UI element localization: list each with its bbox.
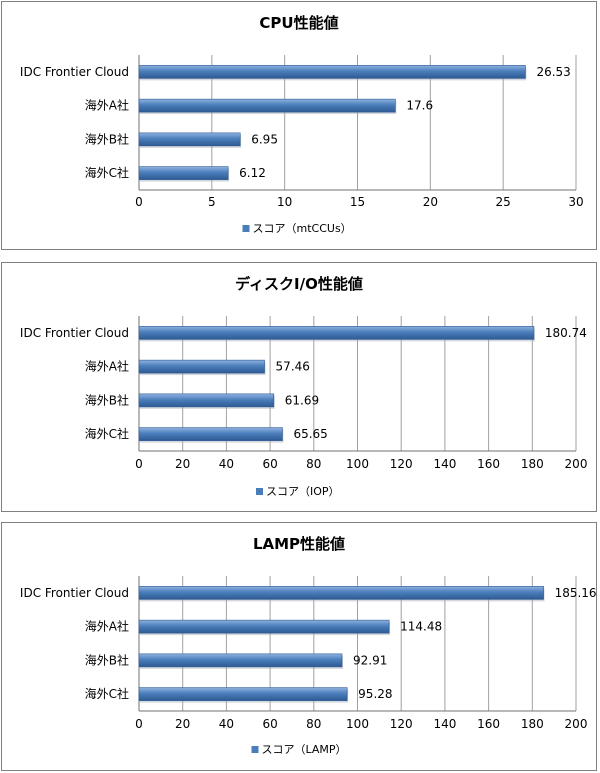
bar: [138, 687, 348, 701]
bar-value-label: 17.6: [406, 99, 433, 113]
category-label: IDC Frontier Cloud: [20, 586, 129, 600]
category-label: 海外A社: [85, 359, 129, 374]
x-tick-label: 0: [135, 457, 143, 471]
bar: [138, 619, 390, 634]
x-tick-label: 0: [135, 195, 143, 209]
x-tick-label: 15: [350, 195, 365, 209]
chart-svg: LAMP性能値 0 20 40 60 80 100 120 140 160 180 200 IDC Fr…: [20, 535, 596, 756]
chart-title: LAMP性能値: [253, 535, 345, 553]
x-tick-label: 200: [565, 717, 588, 731]
bar: [138, 98, 396, 113]
bar-value-label: 180.74: [545, 326, 587, 340]
x-tick-label: 80: [306, 457, 321, 471]
bar-value-label: 92.91: [353, 653, 387, 667]
x-tick-label: 80: [306, 717, 321, 731]
bar-value-label: 114.48: [400, 620, 442, 634]
bar: [138, 586, 544, 600]
x-tick-label: 0: [135, 717, 143, 731]
category-label: 海外B社: [85, 392, 129, 407]
category-label: 海外C社: [85, 426, 129, 441]
category-label: IDC Frontier Cloud: [20, 65, 129, 79]
x-tick-label: 120: [390, 457, 413, 471]
bar: [138, 132, 241, 147]
x-tick-label: 40: [219, 717, 234, 731]
x-tick-label: 5: [208, 195, 216, 209]
x-tick-label: 60: [262, 717, 277, 731]
legend-label: スコア（mtCCUs）: [253, 222, 352, 235]
category-label: IDC Frontier Cloud: [20, 326, 129, 340]
legend-label: スコア（IOP）: [266, 485, 340, 498]
x-tick-label: 180: [521, 717, 544, 731]
x-tick-label: 140: [433, 717, 456, 731]
x-tick-label: 140: [433, 457, 456, 471]
bar: [138, 166, 229, 180]
x-tick-label: 200: [565, 457, 588, 471]
legend-swatch: [242, 225, 250, 232]
legend-swatch: [256, 488, 263, 495]
bar: [138, 65, 526, 79]
category-label: 海外A社: [85, 619, 129, 634]
bar-value-label: 6.95: [251, 132, 278, 146]
lamp-chart-panel: LAMP性能値 0 20 40 60 80 100 120 140 160 180 200 IDC Fr…: [1, 522, 597, 771]
category-label: 海外B社: [85, 652, 129, 667]
x-tick-label: 100: [346, 717, 369, 731]
legend-label: スコア（LAMP）: [262, 743, 347, 756]
chart-svg: CPU性能値 0 5 10 15 20 25 30 IDC Frontier Cloud 26.5…: [20, 14, 584, 235]
cpu-chart-panel: CPU性能値 0 5 10 15 20 25 30 IDC Frontier Cloud 26.5…: [1, 1, 597, 250]
bar: [138, 427, 283, 441]
x-tick-label: 20: [175, 717, 190, 731]
bar: [138, 359, 265, 374]
x-tick-label: 20: [175, 457, 190, 471]
legend-swatch: [251, 746, 259, 753]
bar-value-label: 65.65: [293, 427, 327, 441]
x-tick-label: 180: [521, 457, 544, 471]
bar: [138, 653, 343, 668]
chart-title: CPU性能値: [259, 14, 338, 32]
x-tick-label: 120: [390, 717, 413, 731]
category-label: 海外C社: [85, 165, 129, 180]
x-tick-label: 60: [262, 457, 277, 471]
category-label: 海外C社: [85, 686, 129, 701]
bar-value-label: 26.53: [536, 65, 570, 79]
bar: [138, 326, 535, 340]
category-label: 海外A社: [85, 98, 129, 113]
x-tick-label: 160: [477, 457, 500, 471]
chart-svg: ディスクI/O性能値 0 20 40 60 80 100 120 140 160 180 200 IDC…: [20, 275, 588, 498]
x-tick-label: 10: [277, 195, 292, 209]
x-tick-label: 30: [568, 195, 583, 209]
category-label: 海外B社: [85, 131, 129, 146]
x-tick-label: 100: [346, 457, 369, 471]
disk-io-chart-panel: ディスクI/O性能値 0 20 40 60 80 100 120 140 160 180 200 IDC…: [1, 262, 597, 512]
x-tick-label: 40: [219, 457, 234, 471]
bar-value-label: 6.12: [239, 166, 266, 180]
bar: [138, 393, 275, 408]
bar-value-label: 185.16: [555, 586, 596, 600]
x-tick-label: 160: [477, 717, 500, 731]
bar-value-label: 95.28: [358, 687, 392, 701]
bar-value-label: 61.69: [285, 393, 319, 407]
chart-title: ディスクI/O性能値: [235, 275, 363, 293]
x-tick-label: 20: [423, 195, 438, 209]
x-tick-label: 25: [496, 195, 511, 209]
bar-value-label: 57.46: [276, 360, 310, 374]
